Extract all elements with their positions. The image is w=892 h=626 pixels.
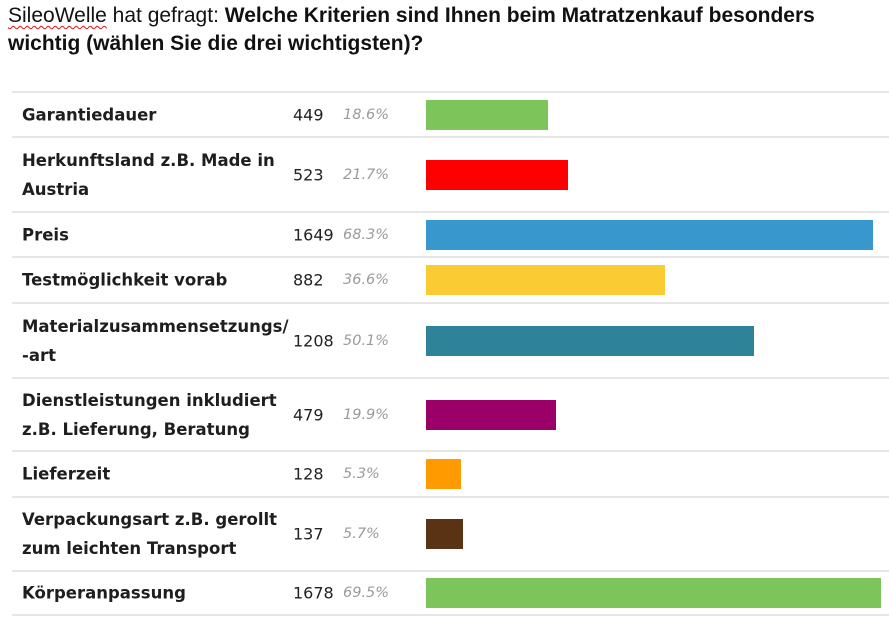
chart-row: Preis 1649 68.3%	[12, 211, 889, 256]
percentage-label: 21.7%	[343, 166, 390, 183]
chart-row: Körperanpassung 1678 69.5%	[12, 570, 889, 616]
category-label: Dienstleistungen inkludiert z.B. Lieferun…	[22, 390, 277, 439]
chart-row: Garantiedauer 449 18.6%	[12, 91, 889, 136]
category-label: Preis	[22, 225, 69, 244]
chart-row: Lieferzeit 128 5.3%	[12, 450, 889, 496]
percentage-label: 5.3%	[343, 466, 380, 482]
category-label: Körperanpassung	[22, 583, 186, 603]
chart-row: Testmöglichkeit vorab 882 36.6%	[12, 256, 889, 302]
percentage-label: 69.5%	[343, 585, 390, 601]
category-label: Herkunftsland z.B. Made in Austria	[22, 150, 275, 199]
bar	[426, 159, 568, 190]
value-label: 1208	[293, 331, 334, 350]
value-label: 128	[293, 464, 324, 484]
chart-row: Dienstleistungen inkludiert z.B. Lieferun…	[12, 377, 889, 450]
percentage-label: 68.3%	[343, 226, 390, 243]
bar	[426, 265, 665, 295]
category-label: Testmöglichkeit vorab	[22, 270, 228, 290]
asked-text: hat gefragt:	[106, 4, 225, 27]
chart-title: SileoWelle hat gefragt: Welche Kriterien…	[8, 2, 884, 58]
bar	[426, 519, 463, 549]
value-label: 137	[293, 524, 324, 544]
bar	[426, 325, 754, 356]
percentage-label: 18.6%	[343, 106, 390, 123]
percentage-label: 36.6%	[343, 272, 390, 288]
category-label: Materialzusammensetzungs/-art	[22, 316, 289, 365]
brand-name: SileoWelle	[8, 4, 107, 27]
bar-chart: Garantiedauer 449 18.6% Herkunftsland z.B. …	[12, 91, 889, 616]
value-label: 882	[293, 270, 324, 290]
chart-row: Materialzusammensetzungs/-art 1208 50.1%	[12, 302, 889, 377]
percentage-label: 50.1%	[343, 332, 390, 349]
category-label: Garantiedauer	[22, 105, 157, 124]
chart-row: Verpackungsart z.B. gerollt zum leichten …	[12, 496, 889, 570]
value-label: 523	[293, 165, 324, 184]
category-label: Lieferzeit	[22, 464, 111, 484]
percentage-label: 19.9%	[343, 406, 390, 423]
value-label: 1649	[293, 225, 334, 244]
value-label: 479	[293, 405, 324, 424]
percentage-label: 5.7%	[343, 526, 380, 542]
bar	[426, 399, 556, 430]
bar	[426, 219, 873, 250]
survey-question: Welche Kriterien sind Ihnen beim Matratz…	[8, 4, 815, 55]
bar	[426, 578, 881, 608]
category-label: Verpackungsart z.B. gerollt zum leichten …	[22, 510, 278, 558]
value-label: 449	[293, 105, 324, 124]
value-label: 1678	[293, 583, 334, 603]
bar	[426, 459, 461, 489]
bar	[426, 99, 548, 130]
chart-row: Herkunftsland z.B. Made in Austria 523 21.7…	[12, 136, 889, 211]
